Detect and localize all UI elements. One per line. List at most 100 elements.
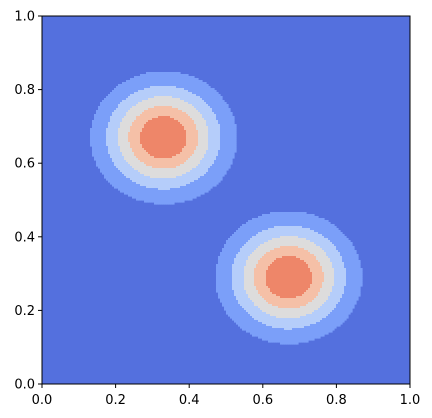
contour-cell: [216, 278, 219, 281]
contour-cell: [194, 170, 197, 173]
contour-cell: [174, 74, 177, 77]
contour-cell: [234, 312, 237, 315]
contour-cell: [234, 308, 237, 311]
contour-cell: [100, 152, 103, 155]
contour-cell: [118, 164, 121, 167]
contour-cell: [262, 220, 265, 223]
contour-cell: [122, 154, 125, 157]
contour-cell: [254, 262, 257, 265]
contour-cell: [178, 180, 181, 183]
contour-cell: [204, 164, 207, 167]
contour-cell: [110, 158, 113, 161]
contour-cell: [160, 164, 163, 167]
contour-cell: [228, 244, 231, 247]
contour-cell: [212, 118, 215, 121]
contour-cell: [186, 148, 189, 151]
contour-cell: [180, 94, 183, 97]
contour-cell: [208, 164, 211, 167]
contour-cell: [96, 134, 99, 137]
contour-cell: [240, 308, 243, 311]
contour-cell: [204, 88, 207, 91]
contour-cell: [124, 158, 127, 161]
contour-cell: [170, 188, 173, 191]
contour-cell: [134, 194, 137, 197]
contour-cell: [170, 150, 173, 153]
contour-cell: [234, 236, 237, 239]
contour-cell: [178, 94, 181, 97]
contour-cell: [144, 88, 147, 91]
contour-cell: [120, 150, 123, 153]
contour-cell: [178, 160, 181, 163]
contour-cell: [138, 96, 141, 99]
contour-cell: [254, 324, 257, 327]
contour-cell: [186, 146, 189, 149]
contour-cell: [210, 106, 213, 109]
contour-cell: [132, 86, 135, 89]
contour-cell: [222, 134, 225, 137]
contour-cell: [238, 236, 241, 239]
contour-cell: [128, 166, 131, 169]
contour-cell: [150, 122, 153, 125]
contour-cell: [134, 106, 137, 109]
contour-cell: [224, 262, 227, 265]
contour-cell: [96, 156, 99, 159]
contour-cell: [198, 194, 201, 197]
contour-cell: [156, 180, 159, 183]
contour-cell: [182, 188, 185, 191]
contour-cell: [230, 138, 233, 141]
contour-cell: [166, 74, 169, 77]
contour-cell: [158, 152, 161, 155]
contour-cell: [258, 266, 261, 269]
contour-cell: [204, 188, 207, 191]
contour-cell: [224, 162, 227, 165]
contour-cell: [232, 312, 235, 315]
contour-cell: [136, 166, 139, 169]
contour-cell: [100, 110, 103, 113]
contour-cell: [106, 158, 109, 161]
contour-cell: [128, 156, 131, 159]
contour-cell: [216, 180, 219, 183]
contour-cell: [220, 106, 223, 109]
contour-cell: [178, 90, 181, 93]
contour-cell: [160, 116, 163, 119]
contour-cell: [186, 192, 189, 195]
contour-cell: [222, 152, 225, 155]
contour-cell: [124, 98, 127, 101]
contour-cell: [164, 88, 167, 91]
contour-cell: [234, 282, 237, 285]
contour-cell: [108, 96, 111, 99]
contour-cell: [166, 176, 169, 179]
contour-cell: [116, 160, 119, 163]
contour-cell: [178, 164, 181, 167]
contour-cell: [190, 138, 193, 141]
contour-cell: [262, 312, 265, 315]
contour-cell: [180, 180, 183, 183]
contour-cell: [172, 144, 175, 147]
contour-cell: [200, 182, 203, 185]
contour-cell: [122, 84, 125, 87]
contour-cell: [192, 196, 195, 199]
contour-cell: [200, 116, 203, 119]
contour-cell: [210, 108, 213, 111]
contour-cell: [122, 186, 125, 189]
contour-cell: [164, 126, 167, 129]
contour-cell: [238, 266, 241, 269]
contour-cell: [158, 150, 161, 153]
contour-cell: [126, 150, 129, 153]
contour-cell: [152, 102, 155, 105]
contour-cell: [170, 114, 173, 117]
contour-cell: [198, 162, 201, 165]
contour-cell: [114, 94, 117, 97]
contour-cell: [180, 96, 183, 99]
contour-cell: [116, 128, 119, 131]
contour-cell: [230, 310, 233, 313]
contour-cell: [238, 262, 241, 265]
contour-cell: [160, 146, 163, 149]
contour-cell: [158, 98, 161, 101]
contour-cell: [156, 166, 159, 169]
contour-cell: [178, 184, 181, 187]
contour-cell: [162, 102, 165, 105]
contour-cell: [242, 252, 245, 255]
contour-cell: [256, 312, 259, 315]
contour-cell: [196, 176, 199, 179]
